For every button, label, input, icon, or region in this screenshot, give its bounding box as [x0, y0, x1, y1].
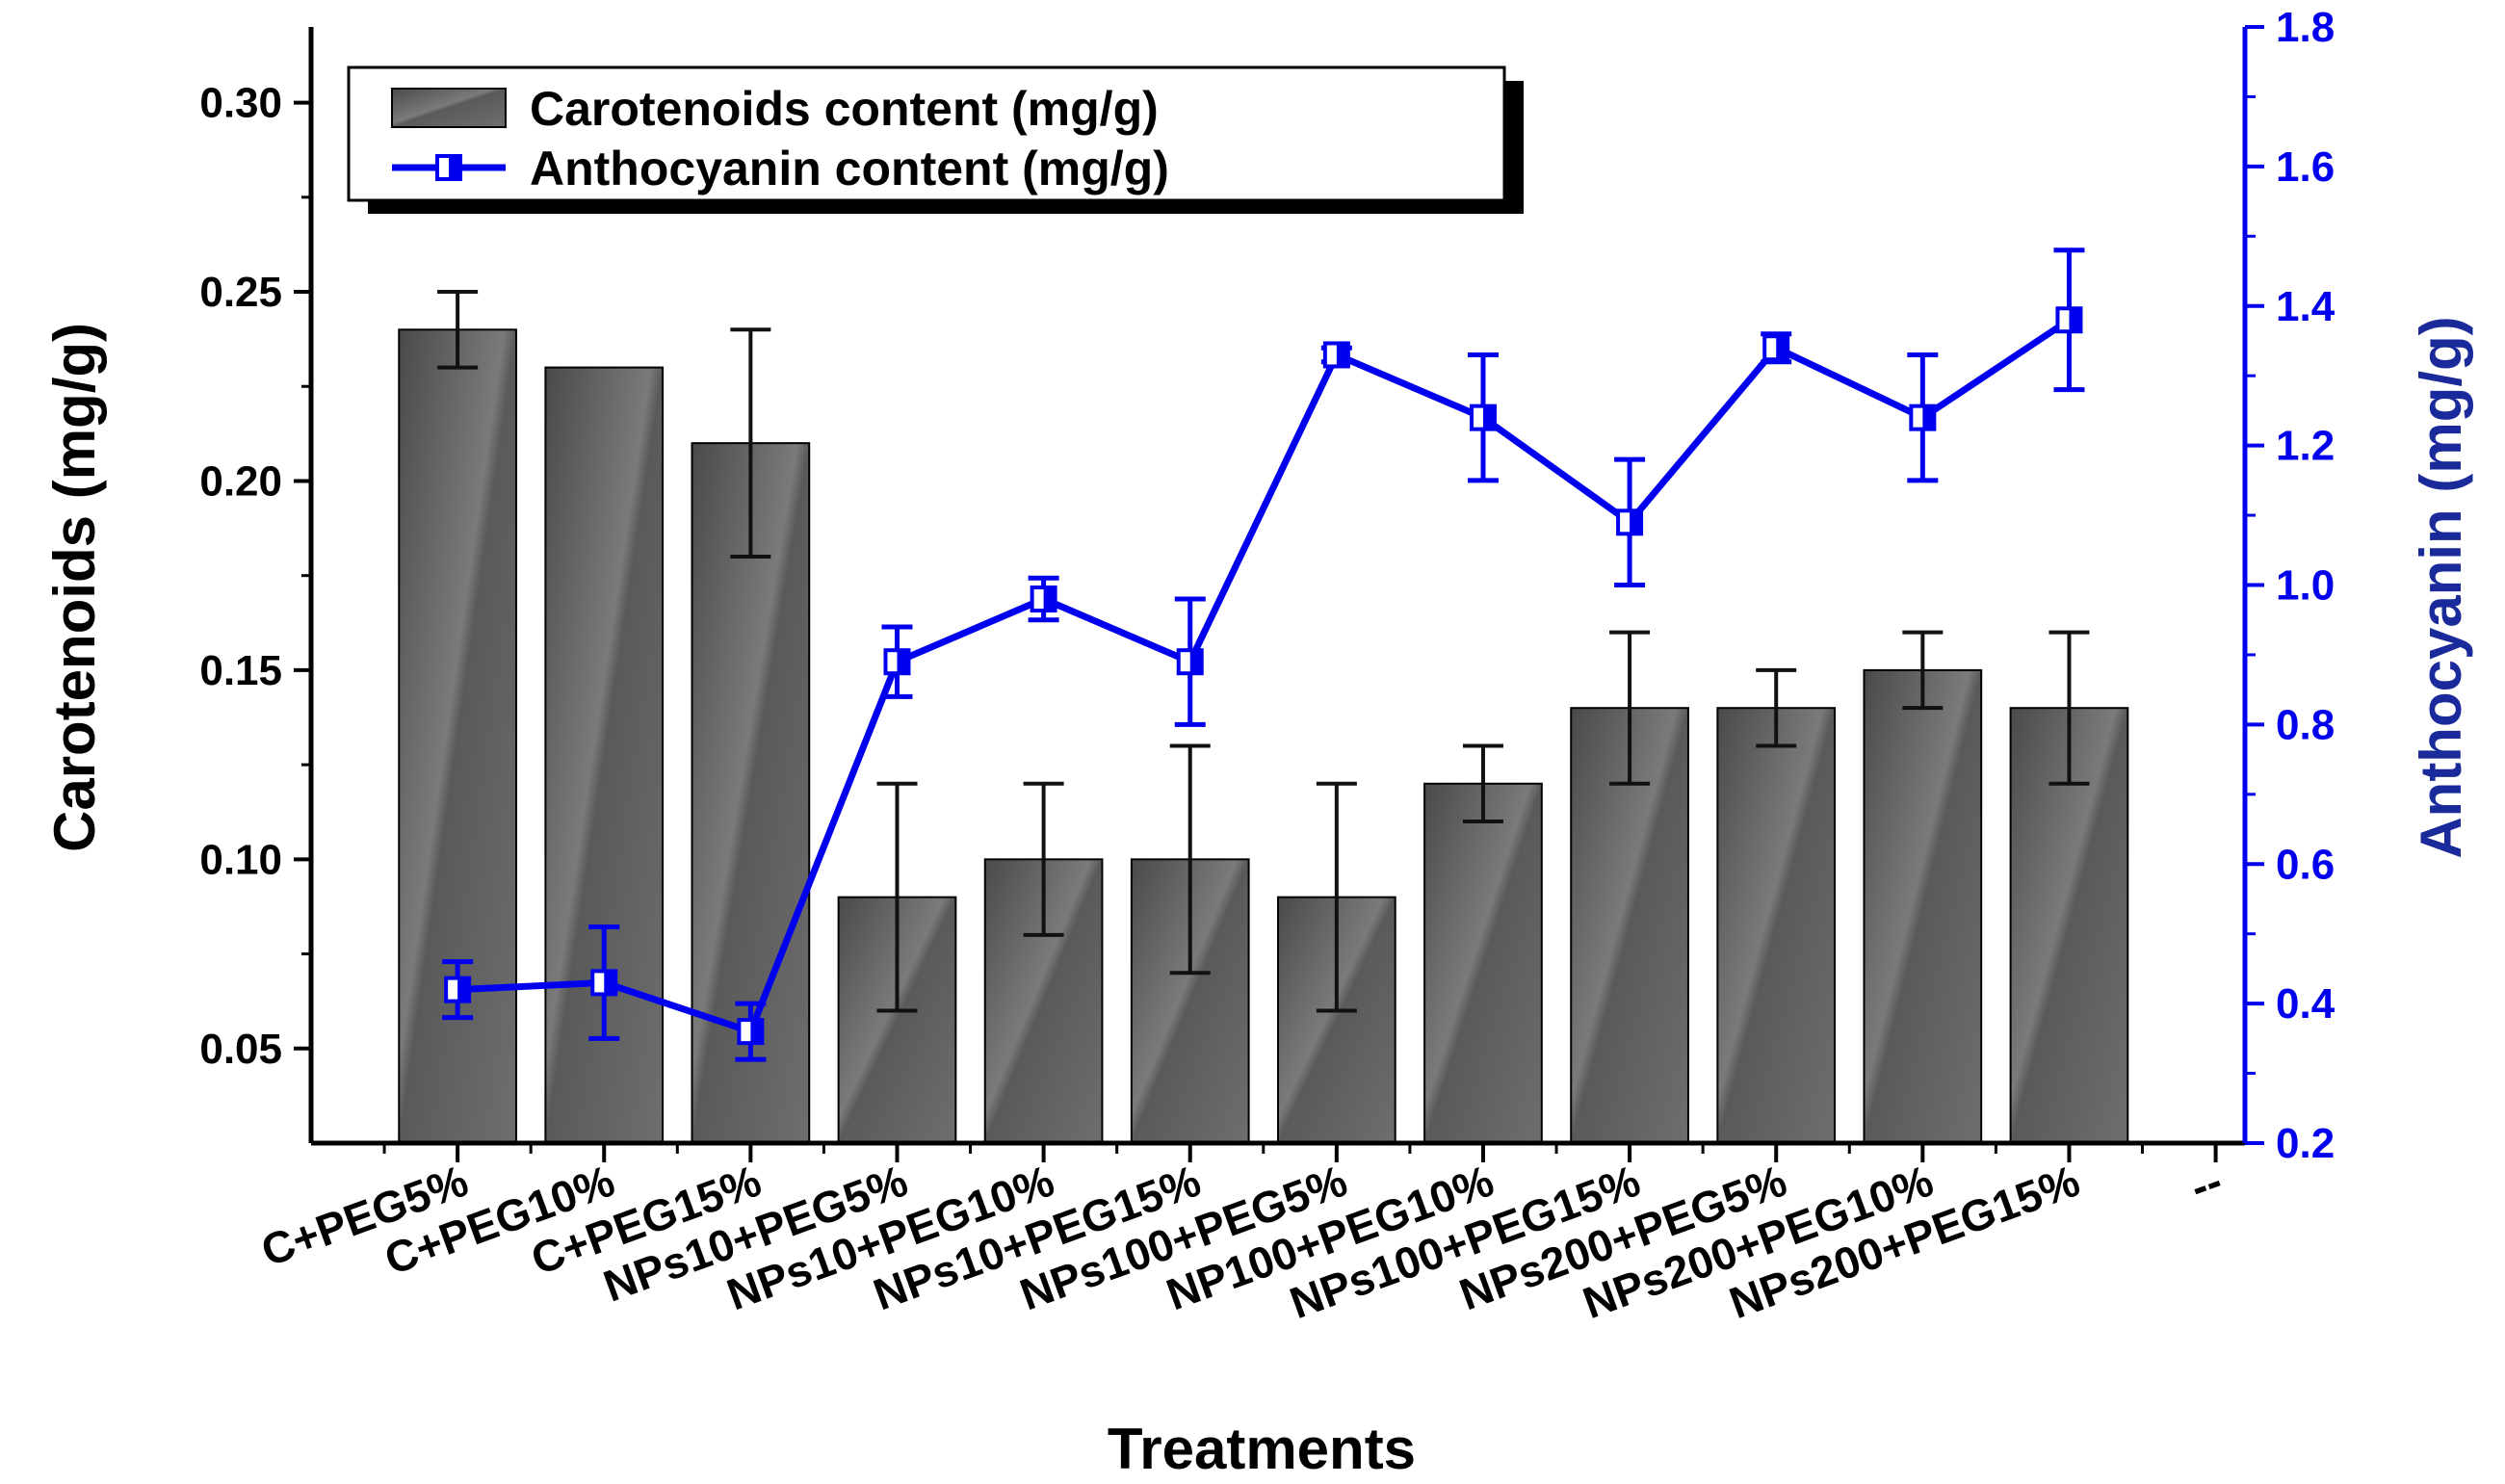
right-tick-label-6: 1.4 [2276, 283, 2335, 330]
left-tick-label-1: 0.10 [199, 836, 282, 883]
bar-error-2 [730, 327, 771, 560]
bar-error-3 [876, 781, 918, 1013]
bar-error-bars [437, 290, 2090, 1013]
right-tick-label-5: 1.2 [2276, 423, 2335, 470]
right-tick-label-1: 0.4 [2276, 980, 2335, 1028]
line-series [442, 247, 2085, 1062]
bar-series [398, 328, 2129, 1145]
line-point-9 [1762, 334, 1790, 362]
bar-9 [1716, 707, 1837, 1145]
left-tick-label-4: 0.25 [199, 269, 282, 316]
line-point-4 [1030, 585, 1057, 612]
line-point-1 [590, 969, 618, 997]
left-tick-label-0: 0.05 [199, 1026, 282, 1073]
legend-marker-fill [449, 156, 460, 179]
bar-error-9 [1756, 667, 1797, 748]
line-point-0 [444, 976, 472, 1003]
bar-error-10 [1902, 630, 1944, 711]
right-tick-label-7: 1.6 [2276, 143, 2335, 191]
right-tick-label-0: 0.2 [2276, 1120, 2335, 1167]
extra-tick-label: -- [2183, 1156, 2229, 1212]
line-point-10 [1909, 404, 1937, 431]
left-axis-title: Carotenoids (mg/g) [42, 323, 107, 852]
line-point-6 [1322, 341, 1350, 369]
bar-error-5 [1169, 743, 1211, 976]
left-tick-label-2: 0.15 [199, 647, 282, 694]
bar-error-6 [1316, 781, 1357, 1013]
anthocyanin-line [457, 317, 2072, 1036]
bar-7 [1423, 782, 1543, 1144]
line-point-2 [737, 1018, 765, 1046]
line-point-7 [1469, 404, 1497, 431]
line-point-5 [1176, 648, 1204, 676]
bar-10 [1863, 668, 1983, 1144]
right-tick-label-2: 0.6 [2276, 841, 2335, 888]
right-axis-title: Anthocyanin (mg/g) [2409, 316, 2473, 858]
left-tick-label-3: 0.20 [199, 457, 282, 505]
bar-error-0 [437, 290, 479, 370]
legend-label-anthocyanin: Anthocyanin content (mg/g) [530, 142, 1169, 195]
bar-error-7 [1462, 743, 1503, 824]
line-point-11 [2055, 306, 2083, 334]
right-tick-label-4: 1.0 [2276, 562, 2335, 610]
bar-error-11 [2048, 630, 2090, 786]
legend-bar-swatch [391, 88, 507, 128]
right-tick-label-8: 1.8 [2276, 4, 2335, 51]
line-point-8 [1616, 508, 1644, 536]
legend: Carotenoids content (mg/g) Anthocyanin co… [347, 65, 1524, 214]
right-tick-label-3: 0.8 [2276, 701, 2335, 748]
x-axis-title: Treatments [1108, 1417, 1416, 1481]
left-tick-label-5: 0.30 [199, 80, 282, 127]
legend-box [347, 65, 1506, 202]
bar-error-4 [1023, 781, 1064, 937]
line-point-3 [883, 648, 911, 676]
bar-0 [398, 328, 517, 1144]
legend-label-carotenoids: Carotenoids content (mg/g) [530, 82, 1159, 136]
bar-error-8 [1609, 630, 1651, 786]
